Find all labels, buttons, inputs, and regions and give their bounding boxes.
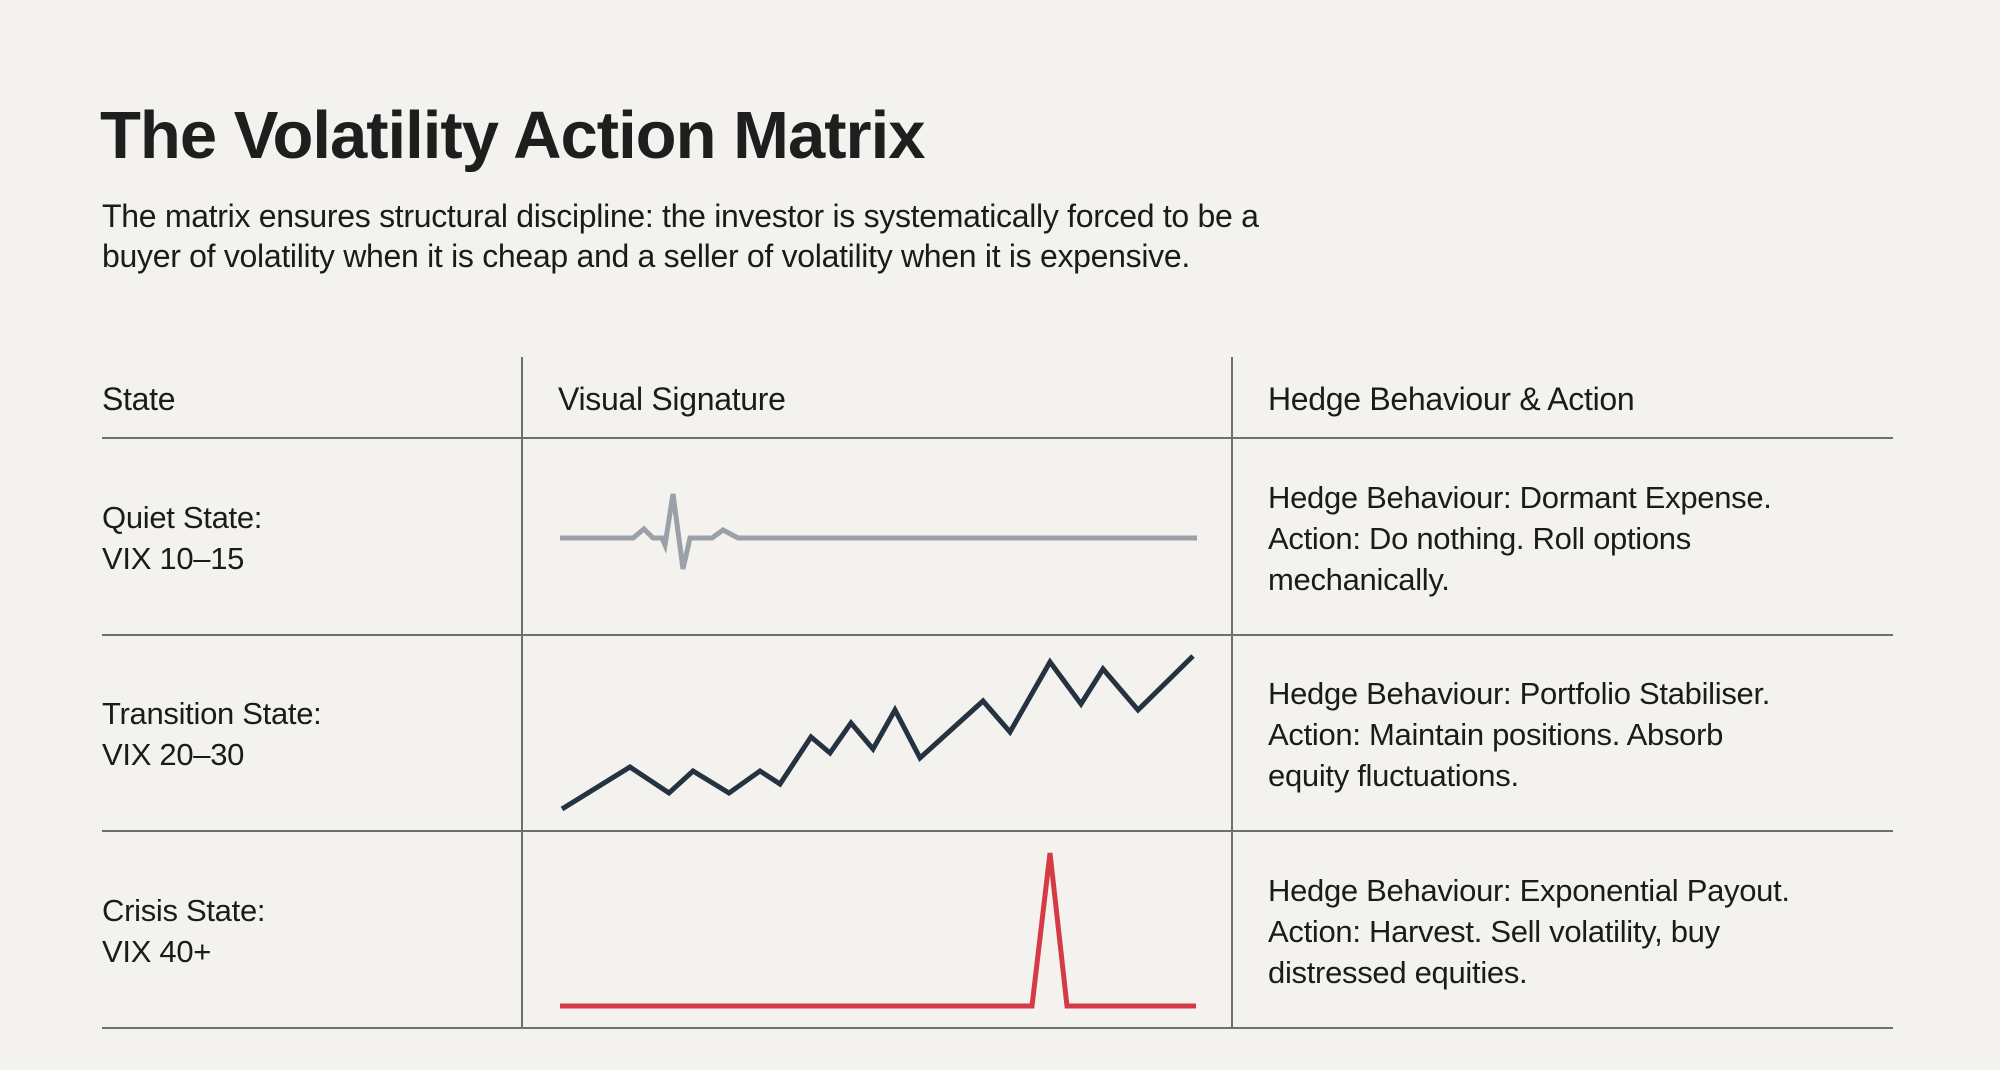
row-rule-2 <box>102 830 1893 832</box>
hedge-behaviour-text: Hedge Behaviour: Dormant Expense. <box>1268 480 1772 515</box>
subtitle-line-2: buyer of volatility when it is cheap and… <box>102 238 1190 274</box>
hedge-behaviour-text: Hedge Behaviour: Exponential Payout. <box>1268 873 1790 908</box>
header-hedge-behaviour-action: Hedge Behaviour & Action <box>1268 381 1635 417</box>
volatility-action-matrix-table: State Visual Signature Hedge Behaviour &… <box>102 357 1893 1029</box>
column-divider-1 <box>521 357 523 1028</box>
header-visual-signature: Visual Signature <box>558 381 786 417</box>
action-text: Action: Maintain positions. Absorb <box>1268 717 1724 752</box>
row-transition-action: Hedge Behaviour: Portfolio Stabiliser. A… <box>1268 673 1770 796</box>
transition-state-signature-line-icon <box>560 654 1195 812</box>
page-title: The Volatility Action Matrix <box>100 98 925 173</box>
action-text: Action: Do nothing. Roll options <box>1268 521 1691 556</box>
action-text-continued: equity fluctuations. <box>1268 758 1519 793</box>
action-text: Action: Harvest. Sell volatility, buy <box>1268 914 1720 949</box>
state-name: Crisis State: <box>102 893 266 928</box>
state-vix-range: VIX 20–30 <box>102 737 245 772</box>
column-divider-2 <box>1231 357 1233 1028</box>
subtitle-line-1: The matrix ensures structural discipline… <box>102 198 1259 234</box>
header-rule <box>102 437 1893 439</box>
header-state: State <box>102 381 176 417</box>
hedge-behaviour-text: Hedge Behaviour: Portfolio Stabiliser. <box>1268 676 1771 711</box>
row-transition-state-label: Transition State: VIX 20–30 <box>102 693 322 775</box>
row-rule-1 <box>102 634 1893 636</box>
state-name: Quiet State: <box>102 500 263 535</box>
quiet-state-signature-line-icon <box>560 493 1197 570</box>
row-crisis-action: Hedge Behaviour: Exponential Payout. Act… <box>1268 870 1790 993</box>
state-vix-range: VIX 40+ <box>102 934 212 969</box>
crisis-state-signature-line-icon <box>560 852 1196 1009</box>
row-crisis-state-label: Crisis State: VIX 40+ <box>102 890 266 972</box>
page-subtitle: The matrix ensures structural discipline… <box>102 196 1422 276</box>
row-quiet-state-label: Quiet State: VIX 10–15 <box>102 497 262 579</box>
row-quiet-action: Hedge Behaviour: Dormant Expense. Action… <box>1268 477 1772 600</box>
action-text-continued: distressed equities. <box>1268 955 1528 990</box>
action-text-continued: mechanically. <box>1268 562 1450 597</box>
row-rule-3 <box>102 1027 1893 1029</box>
state-vix-range: VIX 10–15 <box>102 541 245 576</box>
state-name: Transition State: <box>102 696 322 731</box>
